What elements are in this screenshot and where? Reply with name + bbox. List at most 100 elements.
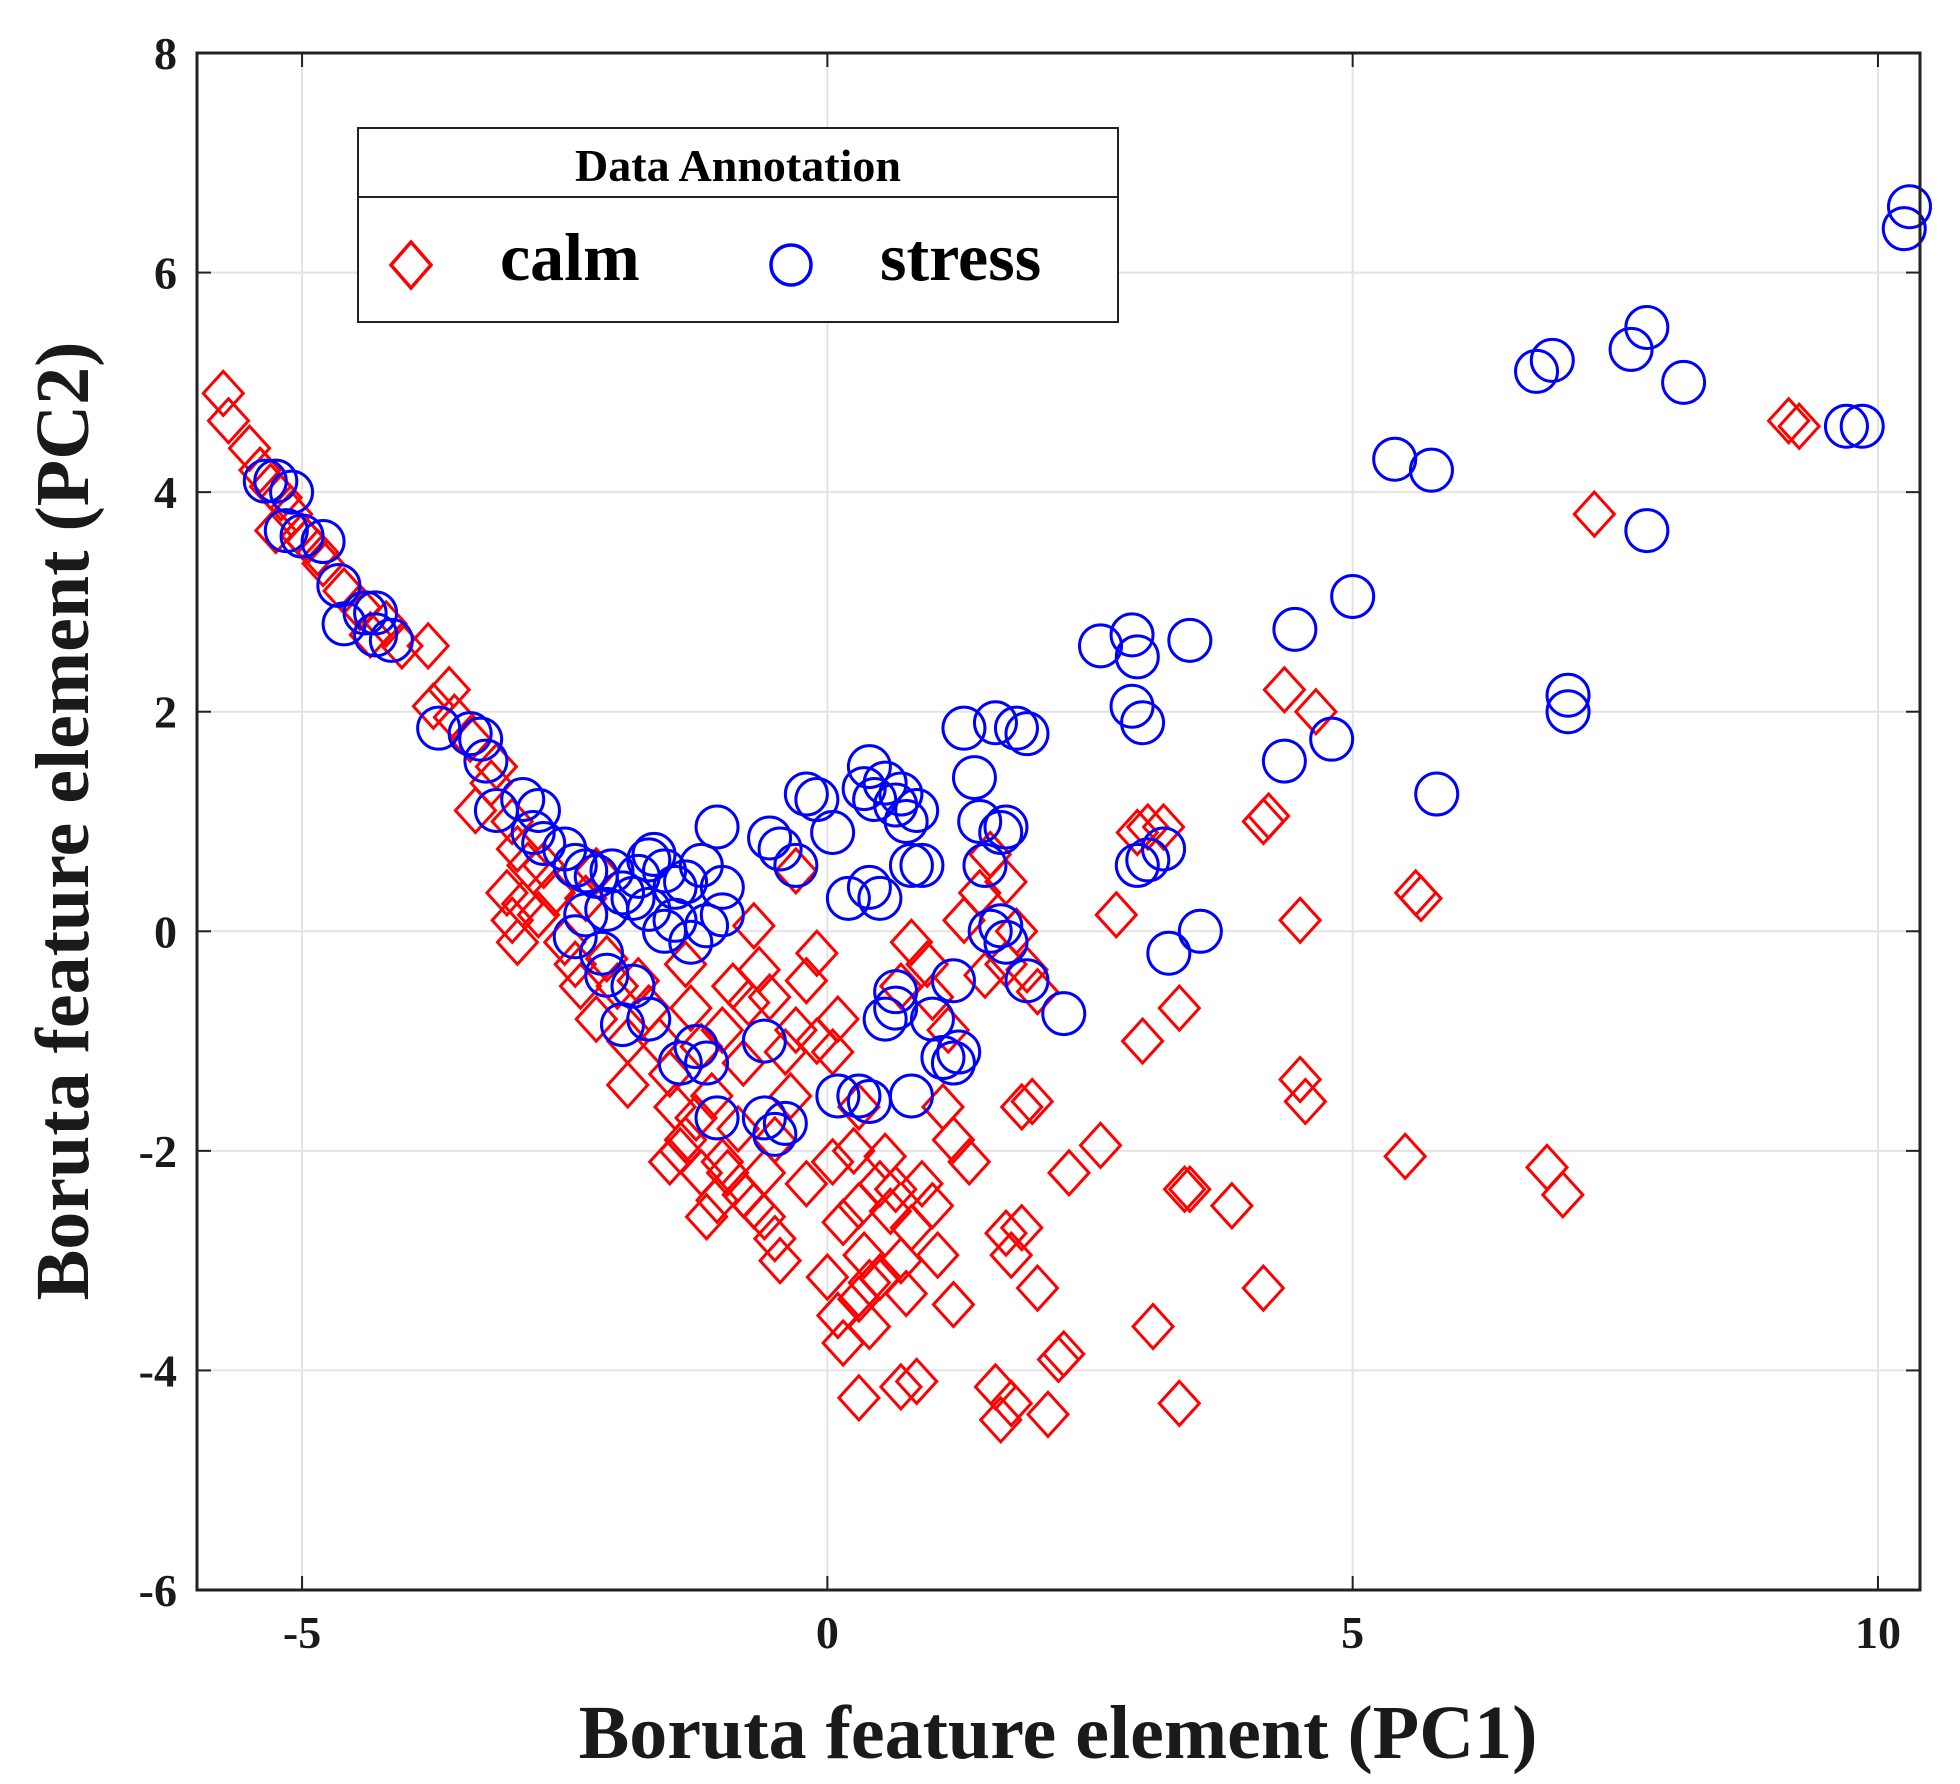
calm-point [815,1291,860,1340]
calm-point [1540,1170,1585,1220]
calm-point [758,1236,803,1285]
stress-point [936,1029,982,1075]
stress-point [1177,908,1223,954]
stress-point [684,1040,730,1086]
stress-point [941,705,987,751]
calm-point [490,896,535,945]
stress-point [1041,991,1087,1037]
y-tick-label: 8 [154,28,177,79]
calm-point [794,929,839,978]
legend-box [357,127,1119,323]
stress-point [972,700,1018,746]
stress-point [652,897,698,943]
calm-point [558,961,603,1011]
legend-calm-diamond-icon [388,239,434,291]
legend-entry-stress: stress [880,219,1041,295]
stress-point [626,996,672,1042]
calm-point [857,1159,902,1209]
calm-point [957,868,1002,918]
calm-point [752,1115,797,1165]
calm-point [1157,983,1202,1033]
calm-point [647,1049,692,1099]
stress-point [694,804,740,850]
stress-point [1125,837,1171,883]
calm-point [605,1060,650,1110]
stress-point [1408,447,1454,493]
calm-point [1157,1379,1202,1428]
calm-point [842,1230,887,1280]
stress-point [815,1073,861,1119]
stress-point [894,788,940,834]
stress-point [1881,206,1927,252]
calm-point [1131,1302,1176,1351]
calm-point [1036,1335,1081,1384]
calm-point [495,918,540,967]
stress-point [1004,958,1050,1004]
calm-point [773,1005,818,1055]
calm-point [947,1137,992,1187]
stress-point [1109,612,1155,658]
x-tick-label: -5 [283,1607,321,1658]
stress-point [930,958,976,1004]
calm-point [1777,402,1822,451]
calm-point [1246,791,1291,841]
calm-point [1125,802,1170,852]
calm-point [674,1093,719,1143]
calm-point [731,901,776,951]
stress-point [642,908,688,954]
stress-point [1078,623,1124,669]
calm-point [878,1236,923,1285]
stress-point [578,930,624,976]
stress-point [825,875,871,921]
stress-point [1120,700,1166,746]
stress-point [1372,436,1418,482]
calm-point [983,1208,1028,1258]
calm-point [1015,1263,1060,1313]
y-tick-label: 6 [154,248,177,299]
y-tick-label: 4 [154,467,177,518]
calm-point [894,1357,939,1406]
stress-point [978,809,1024,855]
stress-point [1529,337,1575,383]
calm-point [910,972,955,1022]
calm-point [663,939,708,989]
calm-point [574,994,619,1044]
stress-point [242,458,288,504]
stress-point [500,777,546,823]
calm-point [1398,874,1443,923]
stress-point [253,458,299,504]
stress-point [862,760,908,806]
calm-point [574,846,619,896]
calm-point [768,1071,813,1121]
stress-point [794,777,840,823]
stress-point [599,870,645,916]
calm-point [705,1148,750,1198]
calm-point [448,714,493,764]
calm-point [206,396,251,446]
stress-point [1114,634,1160,680]
stress-point [1545,672,1591,718]
calm-point [453,786,498,835]
calm-point [595,961,640,1011]
calm-point [983,857,1028,907]
calm-point [1241,797,1286,846]
stress-point [983,804,1029,850]
stress-point [741,1018,787,1064]
calm-point [1162,1165,1207,1214]
stress-point [684,903,730,949]
stress-point [1545,689,1591,735]
stress-point [1272,606,1318,652]
stress-point [1004,711,1050,757]
stress-point [878,771,924,817]
stress-point [846,864,892,910]
stress-point [930,1040,976,1086]
x-tick-label: 0 [816,1607,839,1658]
calm-point [700,1005,745,1055]
calm-point [931,1280,976,1329]
stress-point [615,853,661,899]
stress-point [1109,683,1155,729]
stress-point [1141,826,1187,872]
calm-point [337,583,382,632]
calm-point [773,846,818,896]
data-points [201,184,1932,1445]
